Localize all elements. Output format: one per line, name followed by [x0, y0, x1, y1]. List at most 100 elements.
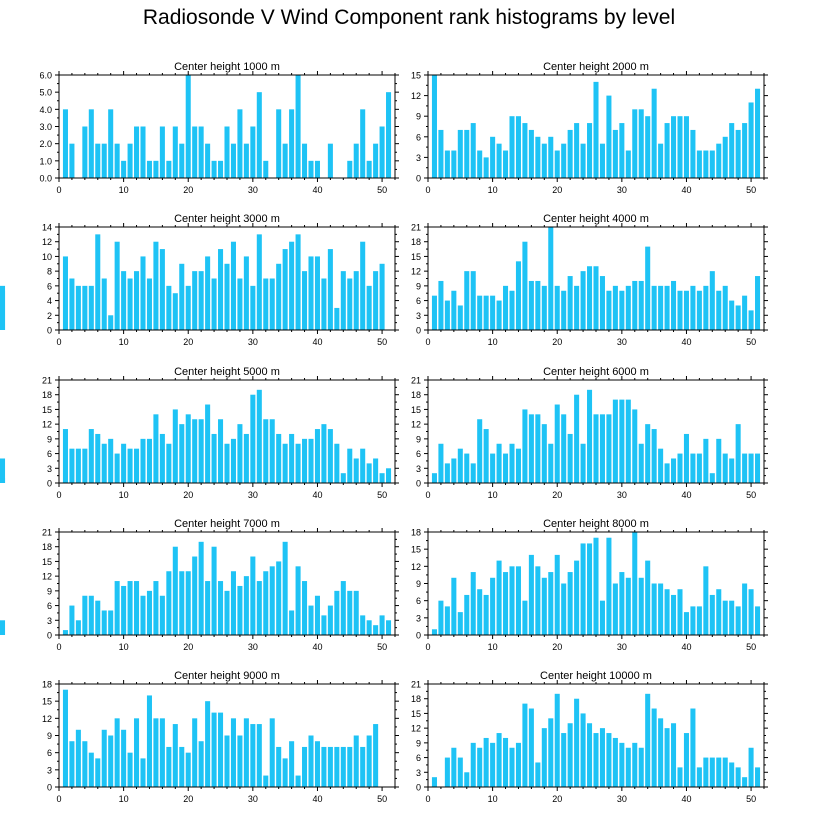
- panel-3-bar-22: [198, 271, 204, 330]
- panel-3-bar-43: [334, 307, 340, 330]
- panel-6-ytick-label: 21: [411, 376, 421, 386]
- panel-6-bar-36: [658, 448, 664, 483]
- panel-8-bar-18: [541, 577, 547, 635]
- panel-5-bar-28: [237, 424, 243, 483]
- panel-8-ytick-label: 3: [416, 613, 421, 623]
- panel-5-bar-44: [340, 473, 346, 483]
- panel-2-xtick-label: 50: [746, 185, 756, 195]
- panel-1-bar-32: [263, 160, 269, 178]
- panel-3-bar-5: [88, 285, 94, 330]
- panel-1-bar-36: [289, 109, 295, 178]
- panel-2-bar-24: [580, 143, 586, 178]
- panel-8-bar-22: [567, 572, 573, 635]
- panel-10-bar-36: [658, 718, 664, 787]
- panel-7-bar-undefined: [0, 620, 6, 635]
- panel-2-xtick-label: 30: [617, 185, 627, 195]
- panel-7-bar-49: [373, 625, 379, 635]
- panel-6-bar-7: [470, 463, 476, 483]
- panel-5-bar-51: [386, 468, 392, 483]
- panel-9-xtick-label: 0: [56, 794, 61, 804]
- panel-2-bar-30: [619, 123, 625, 178]
- panel-1-bar-35: [282, 143, 288, 178]
- panel-4-xtick-label: 50: [746, 337, 756, 347]
- panel-4-bar-40: [683, 290, 689, 330]
- panel-6-bar-25: [587, 389, 593, 483]
- panel-10-bar-37: [664, 728, 670, 787]
- panel-9-bar-28: [237, 735, 243, 787]
- panel-7-bar-41: [321, 615, 327, 635]
- panel-5-bar-27: [230, 438, 236, 483]
- panel-1-title: Center height 1000 m: [174, 61, 280, 73]
- panel-7-bar-35: [282, 541, 288, 635]
- panel-7-bar-28: [237, 585, 243, 635]
- panel-7-bar-42: [327, 605, 333, 635]
- panel-7-bar-32: [263, 571, 269, 635]
- panel-1-bar-11: [127, 143, 133, 178]
- panel-5-bar-undefined: [0, 458, 6, 483]
- panel-1-bar-16: [159, 126, 165, 178]
- panel-9-bar-46: [353, 735, 359, 787]
- panel-1-bar-15: [153, 160, 159, 178]
- panel-9-bar-34: [276, 746, 282, 787]
- panel-2-ytick-label: 9: [416, 112, 421, 122]
- panel-4-bar-36: [658, 285, 664, 330]
- panel-5-title: Center height 5000 m: [174, 366, 280, 378]
- panel-8-bar-49: [742, 583, 748, 635]
- panel-5-xtick-label: 0: [56, 490, 61, 500]
- panel-7-bar-33: [269, 566, 275, 635]
- panel-9-xtick-label: 10: [119, 794, 129, 804]
- panel-8-bar-16: [528, 554, 534, 635]
- panel-5-xtick-label: 10: [119, 490, 129, 500]
- panel-4-bar-undefined: [0, 285, 6, 330]
- panel-3-ytick-label: 0: [47, 326, 52, 336]
- panel-10-bar-34: [645, 693, 651, 787]
- panel-7-xtick-label: 30: [248, 642, 258, 652]
- panel-2-bar-23: [574, 123, 580, 178]
- panel-5-bar-47: [360, 448, 366, 483]
- panel-5-bar-7: [101, 443, 107, 483]
- panel-10-bar-39: [677, 767, 683, 787]
- panel-7-ytick-label: 6: [47, 601, 52, 611]
- panel-6-bar-47: [729, 458, 735, 483]
- panel-2-bar-42: [696, 150, 702, 178]
- panel-3-bar-41: [321, 278, 327, 330]
- panel-3-bar-34: [276, 263, 282, 330]
- panel-4-bar-2: [438, 280, 444, 330]
- panel-2-bar-5: [457, 129, 463, 178]
- panel-3-xtick-label: 20: [183, 337, 193, 347]
- panel-1-bar-21: [192, 126, 198, 178]
- panel-6-bar-12: [503, 453, 509, 483]
- panel-2-bar-26: [593, 81, 599, 178]
- panel-10-xtick-label: 10: [488, 794, 498, 804]
- panel-7-bar-20: [185, 571, 191, 635]
- panel-8-bar-2: [438, 600, 444, 635]
- panel-7-bar-23: [205, 581, 211, 635]
- panel-8-ytick-label: 12: [411, 562, 421, 572]
- panel-9-xtick-label: 40: [312, 794, 322, 804]
- panel-4-bar-1: [431, 295, 437, 330]
- panel-6-ytick-label: 3: [416, 464, 421, 474]
- panel-6-bar-38: [671, 458, 677, 483]
- panel-4-bar-6: [464, 271, 470, 330]
- panel-1-bar-28: [237, 109, 243, 178]
- panel-5-bar-2: [69, 448, 75, 483]
- panel-8-bar-25: [587, 543, 593, 635]
- panel-2-bar-45: [716, 143, 722, 178]
- panel-6-bar-3: [444, 463, 450, 483]
- panel-5-bar-32: [263, 419, 269, 483]
- panel-9-bar-15: [153, 718, 159, 787]
- panel-10-bar-11: [496, 733, 502, 787]
- panel-9-bar-27: [230, 718, 236, 787]
- panel-3-ytick-label: 2: [47, 311, 52, 321]
- panel-1-bar-5: [88, 109, 94, 178]
- panel-5-bar-17: [166, 443, 172, 483]
- panel-7-bar-19: [179, 571, 185, 635]
- panel-10-bar-45: [716, 757, 722, 787]
- panel-4-xtick-label: 20: [552, 337, 562, 347]
- panel-10-bar-1: [431, 777, 437, 787]
- panel-8-bar-20: [554, 554, 560, 635]
- panel-2-xtick-label: 0: [425, 185, 430, 195]
- panel-3-bar-23: [205, 256, 211, 330]
- panel-8-bar-6: [464, 594, 470, 635]
